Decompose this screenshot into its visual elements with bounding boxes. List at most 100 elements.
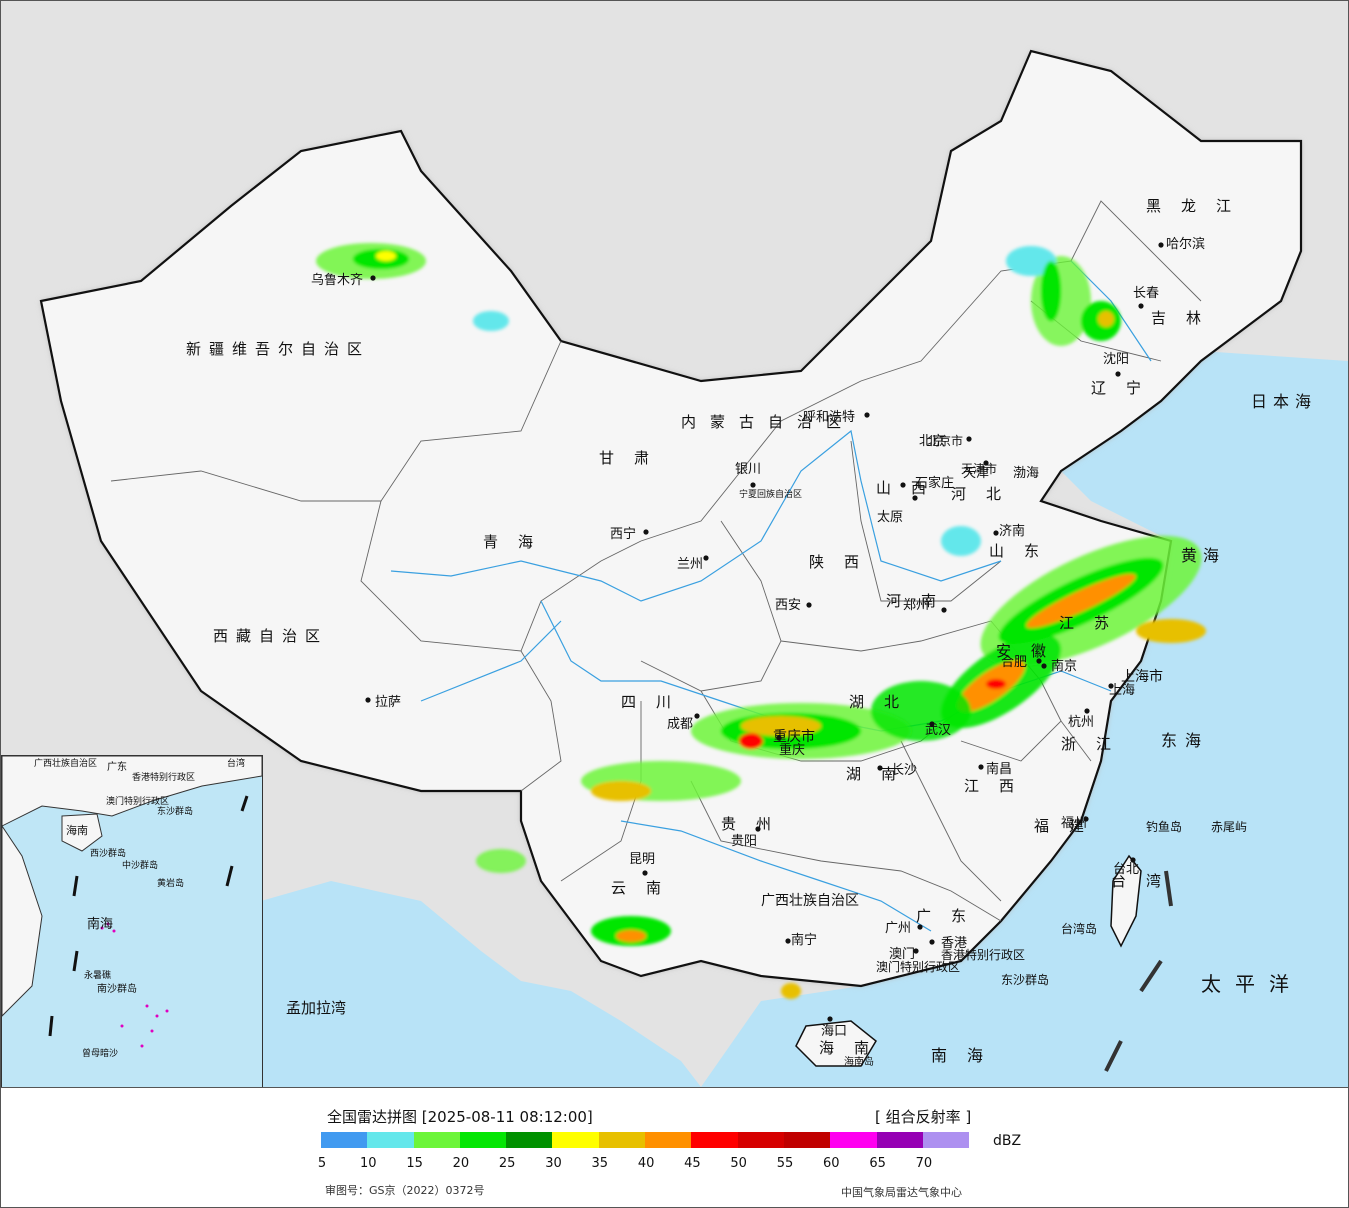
legend-tick-label: 15 (406, 1156, 423, 1171)
city-label: 石家庄 (915, 475, 954, 491)
sea-label: 日本海 (1251, 392, 1317, 411)
city-marker-icon (900, 482, 906, 488)
province-label: 广西壮族自治区 (761, 893, 859, 909)
province-label: 湖南 (846, 765, 916, 783)
legend-panel: 全国雷达拼图 [2025-08-11 08:12:00] [ 组合反射率 ] d… (1, 1088, 1348, 1207)
city-marker-icon (1083, 816, 1089, 822)
city-label: 太原 (877, 510, 903, 525)
province-label: 福建 (1034, 817, 1104, 835)
sea-label: 海南岛 (844, 1055, 874, 1068)
city-label: 香港 (941, 936, 967, 951)
city-label: 济南 (999, 523, 1025, 539)
inset-hainan (61, 813, 103, 852)
legend-tick-label: 35 (591, 1156, 609, 1171)
legend-swatch (876, 1132, 923, 1148)
inset-label: 海南 (66, 823, 88, 837)
city-label: 南宁 (791, 932, 817, 948)
sea-label: 南海 (931, 1046, 1003, 1065)
city-marker-icon (642, 870, 648, 876)
inset-label: 永暑礁 (84, 969, 111, 981)
city-marker-icon (912, 495, 918, 501)
province-label: 上海市 (1121, 668, 1163, 685)
province-label: 香港特别行政区 (941, 947, 1025, 962)
inset-label: 香港特别行政区 (132, 771, 195, 783)
province-label: 北京市 (927, 433, 963, 448)
legend-swatch (645, 1132, 692, 1148)
legend-tick-label: 45 (684, 1156, 701, 1171)
legend-swatch (367, 1132, 414, 1148)
sea-label: 太平洋 (1201, 972, 1303, 996)
product-name: [ 组合反射率 ] (875, 1108, 972, 1126)
legend-swatch (321, 1132, 368, 1148)
city-marker-icon (983, 460, 989, 466)
inset-label: 西沙群岛 (90, 847, 126, 859)
city-label: 上海 (1109, 683, 1135, 698)
city-marker-icon (1108, 683, 1114, 689)
sea-label: 孟加拉湾 (286, 999, 346, 1017)
city-label: 郑州 (903, 598, 929, 613)
city-label: 合肥 (1001, 655, 1027, 670)
city-label: 拉萨 (375, 695, 401, 710)
city-marker-icon (827, 1016, 833, 1022)
province-label: 河南 (886, 592, 956, 610)
inset-label: 广东 (107, 760, 127, 773)
legend-swatch (922, 1132, 970, 1148)
sea-label: 渤海 (1013, 465, 1039, 481)
city-marker-icon (1158, 242, 1164, 248)
city-label: 兰州 (677, 557, 703, 572)
city-label: 呼和浩特 (803, 410, 855, 425)
inset-label: 南海 (87, 916, 113, 932)
city-marker-icon (929, 721, 935, 727)
city-marker-icon (750, 482, 756, 488)
city-marker-icon (806, 602, 812, 608)
province-label: 广东 (916, 907, 986, 925)
legend-tick-label: 50 (730, 1156, 747, 1171)
city-label: 南昌 (986, 761, 1012, 777)
city-label: 沈阳 (1103, 352, 1129, 367)
city-label: 昆明 (629, 852, 655, 867)
city-label: 海口 (821, 1024, 847, 1039)
province-label: 河北 (951, 485, 1021, 503)
city-marker-icon (1115, 371, 1121, 377)
sea-label: 钓鱼岛 (1146, 819, 1182, 834)
radar-echoes (316, 243, 1206, 999)
legend-swatch (459, 1132, 507, 1148)
province-label: 江西 (964, 777, 1034, 795)
province-label: 青海 (483, 533, 553, 551)
china-land (39, 49, 1303, 988)
sea-label: 东海 (1161, 731, 1209, 750)
province-label: 天津市 (961, 461, 997, 476)
city-marker-icon (370, 275, 376, 281)
bay-of-bengal (261, 881, 701, 1087)
city-label: 西宁 (610, 526, 636, 542)
city-label: 长春 (1133, 286, 1159, 301)
city-label: 天津 (963, 466, 989, 481)
boundary-dashes (1104, 870, 1173, 1072)
city-marker-icon (703, 555, 709, 561)
city-marker-icon (694, 713, 700, 719)
province-label: 湖北 (849, 693, 919, 711)
legend-swatch (598, 1132, 646, 1148)
province-label: 辽宁 (1091, 379, 1161, 397)
radar-map[interactable]: 新疆维吾尔自治区 西藏自治区 青海 甘肃 内蒙古自治区 宁夏回族自治区 陕西 山西 河北 北京市天… (1, 1, 1348, 1088)
province-boundaries (110, 200, 1202, 922)
city-label: 广州 (885, 921, 911, 936)
issuer-name: 中国气象局雷达气象中心 (841, 1186, 962, 1199)
province-label: 重庆市 (773, 728, 815, 745)
sea-label: 台湾岛 (1061, 921, 1097, 936)
city-marker-icon (365, 697, 371, 703)
sea-label: 东沙群岛 (1001, 972, 1049, 987)
city-marker-icon (917, 924, 923, 930)
inset-label: 南沙群岛 (97, 982, 137, 995)
province-label: 安徽 (996, 642, 1066, 660)
inset-label: 澳门特别行政区 (106, 795, 169, 807)
city-label: 长沙 (891, 763, 917, 778)
legend-tick-label: 55 (776, 1156, 794, 1171)
province-label: 吉林 (1151, 309, 1221, 327)
inset-label: 中沙群岛 (122, 859, 158, 871)
city-label: 福州 (1061, 816, 1087, 831)
inset-mainland (2, 756, 262, 827)
legend-tick-label: 70 (915, 1156, 933, 1171)
